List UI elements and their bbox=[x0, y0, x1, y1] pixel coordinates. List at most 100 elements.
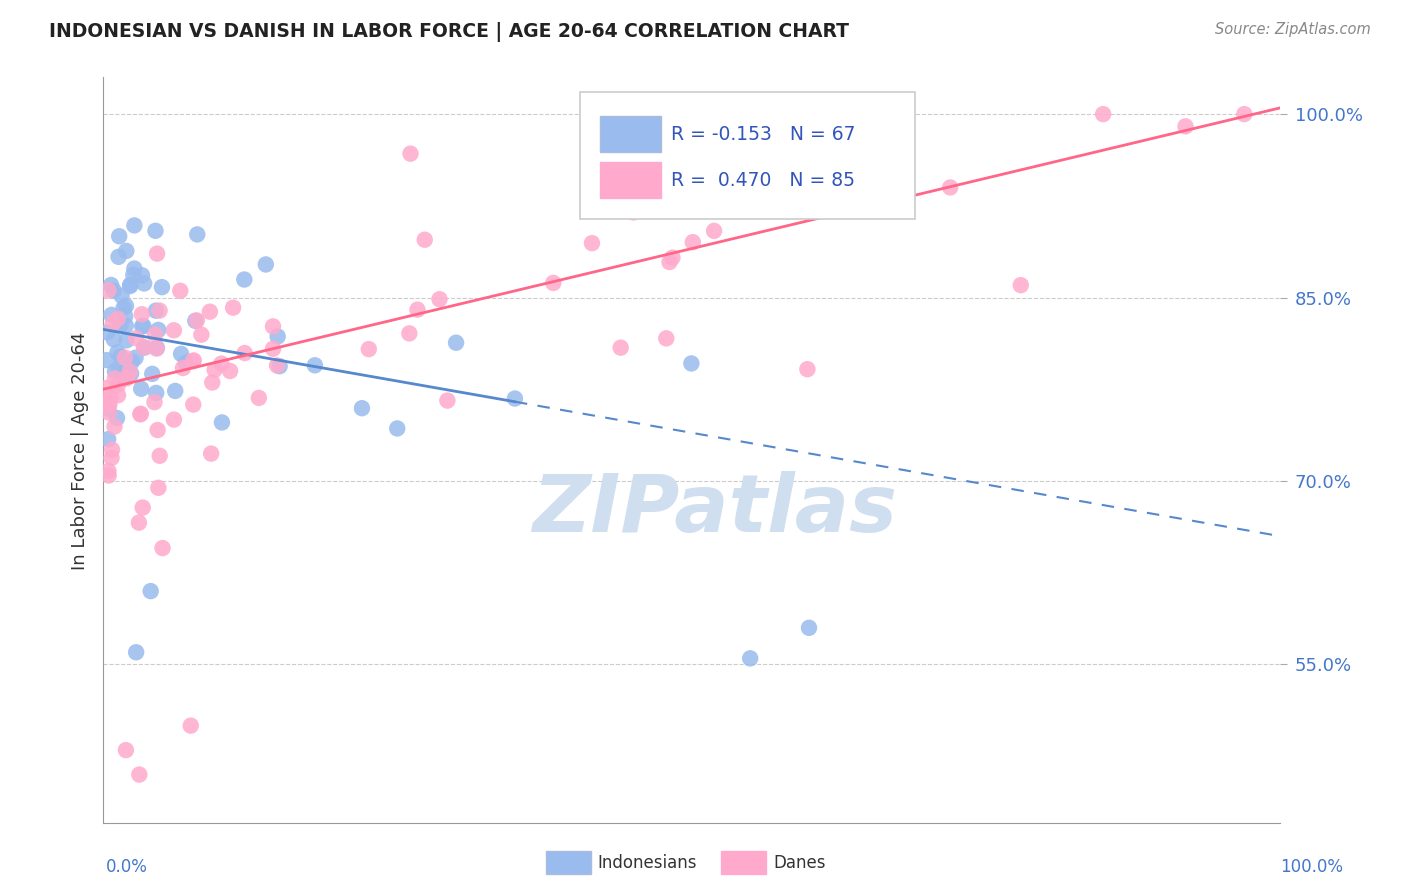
Point bbox=[97, 432, 120, 446]
Point bbox=[124, 351, 146, 365]
Point bbox=[1010, 278, 1032, 293]
Point bbox=[121, 355, 143, 369]
Point bbox=[103, 419, 125, 434]
FancyBboxPatch shape bbox=[599, 162, 661, 198]
Point bbox=[100, 391, 122, 405]
Text: ZIPatlas: ZIPatlas bbox=[533, 471, 897, 549]
Point bbox=[204, 363, 226, 377]
Point bbox=[1233, 107, 1256, 121]
Point bbox=[200, 447, 222, 461]
Point bbox=[163, 412, 186, 426]
Point bbox=[115, 363, 138, 377]
Point bbox=[143, 327, 166, 342]
Point bbox=[107, 378, 129, 392]
Point bbox=[181, 354, 204, 368]
Point bbox=[112, 369, 135, 384]
Point bbox=[387, 421, 409, 435]
Point bbox=[108, 229, 131, 244]
Point bbox=[693, 143, 716, 157]
Point bbox=[148, 481, 170, 495]
Point bbox=[124, 219, 146, 233]
Point bbox=[233, 346, 256, 360]
Point bbox=[120, 277, 142, 292]
Point bbox=[150, 280, 173, 294]
Point bbox=[143, 395, 166, 409]
Point bbox=[350, 401, 373, 416]
Point bbox=[129, 382, 152, 396]
Point bbox=[145, 303, 167, 318]
Point bbox=[163, 323, 186, 337]
Point bbox=[110, 350, 132, 364]
Point bbox=[132, 340, 155, 354]
Text: Indonesians: Indonesians bbox=[598, 854, 697, 871]
Point bbox=[149, 449, 172, 463]
Point bbox=[703, 224, 725, 238]
Point bbox=[104, 365, 127, 379]
Point bbox=[939, 180, 962, 194]
Point bbox=[165, 384, 187, 398]
Point bbox=[108, 361, 131, 376]
Point bbox=[186, 227, 208, 242]
Point bbox=[115, 334, 138, 348]
Point bbox=[623, 205, 645, 219]
Point bbox=[262, 342, 284, 356]
Point bbox=[100, 277, 122, 292]
Point bbox=[201, 376, 224, 390]
Point bbox=[184, 314, 207, 328]
Point bbox=[98, 397, 121, 411]
Point bbox=[128, 516, 150, 530]
Point bbox=[105, 411, 128, 425]
Point bbox=[115, 244, 138, 258]
Point bbox=[124, 261, 146, 276]
Point bbox=[100, 450, 122, 465]
Point bbox=[97, 464, 120, 478]
Point bbox=[145, 224, 167, 238]
Text: INDONESIAN VS DANISH IN LABOR FORCE | AGE 20-64 CORRELATION CHART: INDONESIAN VS DANISH IN LABOR FORCE | AG… bbox=[49, 22, 849, 42]
Point bbox=[655, 331, 678, 345]
Point bbox=[174, 356, 197, 370]
Point bbox=[543, 276, 565, 290]
Point bbox=[797, 621, 820, 635]
Point bbox=[269, 359, 291, 374]
Point bbox=[262, 319, 284, 334]
Point bbox=[266, 329, 288, 343]
Point bbox=[134, 341, 156, 355]
Point bbox=[1092, 107, 1115, 121]
Point bbox=[141, 367, 163, 381]
Point bbox=[145, 385, 167, 400]
Point bbox=[247, 391, 270, 405]
Point bbox=[254, 257, 277, 271]
Point bbox=[97, 406, 120, 420]
Point bbox=[1174, 120, 1197, 134]
Point bbox=[148, 323, 170, 337]
Point bbox=[406, 302, 429, 317]
Point bbox=[444, 335, 467, 350]
Point bbox=[115, 743, 138, 757]
Point bbox=[222, 301, 245, 315]
Point bbox=[186, 313, 208, 327]
Point bbox=[139, 584, 162, 599]
FancyBboxPatch shape bbox=[579, 93, 915, 219]
Point bbox=[122, 268, 145, 282]
Point bbox=[170, 347, 193, 361]
Point bbox=[128, 767, 150, 781]
Point bbox=[97, 468, 120, 483]
Point bbox=[413, 233, 436, 247]
Point bbox=[198, 304, 221, 318]
Point bbox=[96, 326, 118, 340]
Point bbox=[107, 388, 129, 402]
Point bbox=[114, 310, 136, 324]
Point bbox=[107, 345, 129, 359]
Point bbox=[125, 645, 148, 659]
Point bbox=[111, 288, 134, 302]
Point bbox=[132, 319, 155, 334]
Point bbox=[96, 353, 118, 368]
Point bbox=[180, 718, 202, 732]
Point bbox=[104, 371, 127, 385]
Text: 0.0%: 0.0% bbox=[105, 858, 148, 876]
Point bbox=[131, 307, 153, 321]
Text: 100.0%: 100.0% bbox=[1279, 858, 1343, 876]
Point bbox=[101, 442, 124, 457]
Point bbox=[100, 308, 122, 322]
Point bbox=[118, 364, 141, 378]
